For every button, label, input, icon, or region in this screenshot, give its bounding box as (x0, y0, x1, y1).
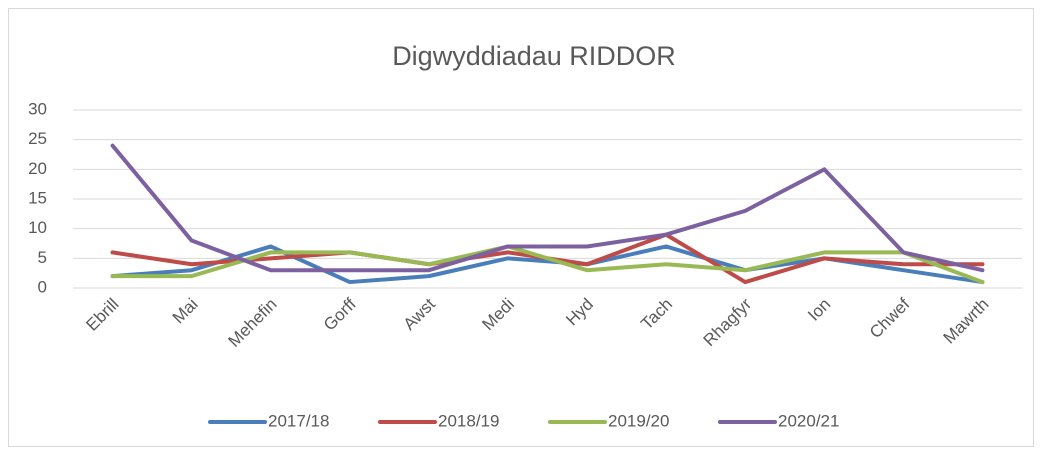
legend-label: 2017/18 (268, 411, 329, 430)
y-tick-label: 5 (38, 248, 47, 267)
series-line (110, 143, 985, 273)
y-tick-label: 15 (28, 188, 47, 207)
legend-label: 2018/19 (438, 411, 499, 430)
series-line (110, 244, 985, 285)
y-tick-label: 30 (28, 99, 47, 118)
y-tick-label: 10 (28, 218, 47, 237)
y-tick-label: 25 (28, 129, 47, 148)
legend-label: 2019/20 (608, 411, 669, 430)
y-tick-label: 20 (28, 159, 47, 178)
chart-title: Digwyddiadau RIDDOR (392, 41, 676, 71)
legend-label: 2020/21 (778, 411, 839, 430)
y-tick-label: 0 (38, 277, 47, 296)
